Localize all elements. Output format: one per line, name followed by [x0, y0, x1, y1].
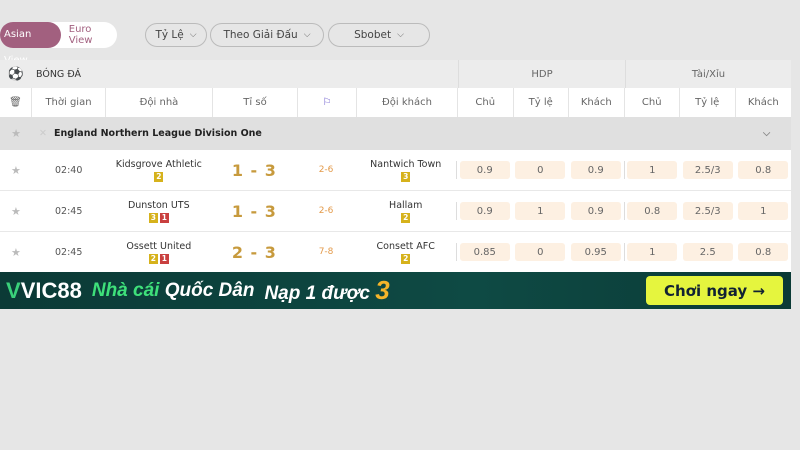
col-time: Thời gian [32, 88, 106, 117]
corner-score: 7-8 [318, 247, 334, 257]
sport-title: BÓNG ĐÁ [36, 68, 82, 80]
chevron-down-icon[interactable]: ⌵ [763, 128, 771, 139]
column-headers: 🗑 Thời gian Đội nhà Tỉ số ⚐ Đội khách Ch… [0, 88, 791, 117]
match-row: ★ 02:45 Ossett United 2 1 2 - 3 7-8 Conset… [0, 232, 791, 273]
away-team[interactable]: Hallam 2 [355, 191, 456, 231]
corner-score: 2-6 [318, 165, 334, 175]
tx-odds-button[interactable]: 2.5/3 [682, 161, 733, 179]
star-icon[interactable]: ★ [11, 127, 21, 140]
view-toggle: Asian View Euro View [0, 22, 117, 66]
euro-view-button[interactable]: Euro View [68, 24, 93, 46]
away-team-name: Consett AFC [376, 240, 435, 252]
hdp-odds-button[interactable]: 0 [515, 161, 566, 179]
hdp-odds-button[interactable]: 0.9 [459, 202, 510, 220]
sport-header: ⚽ BÓNG ĐÁ HDP Tài/Xỉu [0, 60, 791, 88]
banner-slogan: Nhà cái Quốc Dân [91, 279, 255, 301]
away-team[interactable]: Nantwich Town 3 [355, 150, 456, 190]
away-team-name: Nantwich Town [370, 158, 442, 170]
yellow-card-count: 2 [148, 253, 158, 264]
hdp-header: HDP [458, 60, 625, 88]
vic88-ad-banner[interactable]: VVIC88 Nhà cái Quốc Dân Nạp 1 được 3 Chơ… [0, 272, 791, 309]
asian-view-button[interactable]: Asian View [0, 22, 61, 66]
dropdown-label: Theo Giải Đấu [223, 29, 298, 41]
hdp-odds-button[interactable]: 0.95 [570, 243, 621, 261]
odds-type-dropdown[interactable]: Tỷ Lệ ⌵ [145, 23, 207, 47]
banner-promo: Nạp 1 được 3 [264, 275, 390, 305]
tx-header: Tài/Xỉu [625, 60, 791, 88]
home-team-name: Ossett United [126, 240, 192, 252]
tx-odds-button[interactable]: 2.5 [682, 243, 733, 261]
league-row[interactable]: ★ ✕ England Northern League Division One… [0, 117, 791, 150]
corner-flag-icon: ⚐ [298, 88, 357, 117]
league-sort-dropdown[interactable]: Theo Giải Đấu ⌵ [210, 23, 324, 47]
tx-odds-button[interactable]: 0.8 [738, 161, 789, 179]
col-tx-under: Khách [747, 97, 779, 108]
yellow-card-count: 3 [401, 171, 411, 182]
dropdown-label: Tỷ Lệ [155, 29, 184, 41]
chevron-down-icon: ⌵ [397, 30, 404, 40]
tx-odds-button[interactable]: 1 [738, 202, 789, 220]
yellow-card-count: 2 [401, 212, 411, 223]
odds-table: ⚽ BÓNG ĐÁ HDP Tài/Xỉu 🗑 Thời gian Đội nh… [0, 60, 791, 273]
corner-score: 2-6 [318, 206, 334, 216]
match-score: 2 - 3 [231, 242, 277, 262]
match-score: 1 - 3 [231, 201, 277, 221]
play-now-button[interactable]: Chơi ngay → [646, 276, 783, 305]
match-time: 02:45 [55, 205, 83, 217]
vic88-logo: VVIC88 [6, 277, 82, 303]
yellow-card-count: 2 [154, 171, 164, 182]
home-team[interactable]: Ossett United 2 1 [106, 232, 213, 272]
col-score: Tỉ số [213, 88, 298, 117]
col-tx-line: Tỷ lệ [680, 88, 736, 117]
tx-odds-button[interactable]: 0.8 [738, 243, 789, 261]
col-tx-over: Chủ [625, 88, 680, 117]
col-hdp-away: Khách [569, 88, 625, 117]
home-team-name: Kidsgrove Athletic [115, 158, 202, 170]
match-score: 1 - 3 [231, 160, 277, 180]
chevron-down-icon: ⌵ [303, 30, 311, 40]
home-team[interactable]: Dunston UTS 3 1 [106, 191, 213, 231]
hdp-odds-button[interactable]: 1 [515, 202, 566, 220]
tx-odds-button[interactable]: 0.8 [627, 202, 678, 220]
dropdown-label: Sbobet [354, 29, 392, 41]
col-away: Đội khách [357, 88, 458, 117]
col-home: Đội nhà [106, 88, 213, 117]
yellow-card-count: 2 [401, 253, 411, 264]
football-icon: ⚽ [7, 66, 25, 82]
match-time: 02:45 [55, 246, 83, 258]
yellow-card-count: 3 [148, 212, 158, 223]
match-row: ★ 02:45 Dunston UTS 3 1 1 - 3 2-6 Hallam 2 … [0, 191, 791, 232]
hdp-odds-button[interactable]: 0 [515, 243, 566, 261]
home-team-name: Dunston UTS [127, 199, 190, 211]
star-icon[interactable]: ★ [10, 204, 21, 218]
star-icon[interactable]: ★ [10, 163, 21, 177]
away-team[interactable]: Consett AFC 2 [355, 232, 456, 272]
red-card-count: 1 [159, 212, 169, 223]
league-flag-icon: ✕ [39, 128, 47, 139]
col-hdp-line: Tỷ lệ [514, 88, 569, 117]
tx-odds-button[interactable]: 1 [627, 161, 678, 179]
match-row: ★ 02:40 Kidsgrove Athletic 2 1 - 3 2-6 Na… [0, 150, 791, 191]
hdp-odds-button[interactable]: 0.9 [459, 161, 510, 179]
bookmaker-dropdown[interactable]: Sbobet ⌵ [328, 23, 430, 47]
match-time: 02:40 [55, 164, 83, 176]
hdp-odds-button[interactable]: 0.9 [570, 202, 621, 220]
star-icon[interactable]: ★ [10, 245, 21, 259]
away-team-name: Hallam [389, 199, 423, 211]
tx-odds-button[interactable]: 2.5/3 [682, 202, 733, 220]
chevron-down-icon: ⌵ [189, 30, 197, 40]
hdp-odds-button[interactable]: 0.9 [570, 161, 621, 179]
league-name: England Northern League Division One [54, 128, 262, 139]
tx-odds-button[interactable]: 1 [627, 243, 678, 261]
home-team[interactable]: Kidsgrove Athletic 2 [106, 150, 213, 190]
hdp-odds-button[interactable]: 0.85 [459, 243, 510, 261]
col-hdp-home: Chủ [458, 88, 514, 117]
trash-icon[interactable]: 🗑 [0, 88, 32, 117]
red-card-count: 1 [159, 253, 169, 264]
